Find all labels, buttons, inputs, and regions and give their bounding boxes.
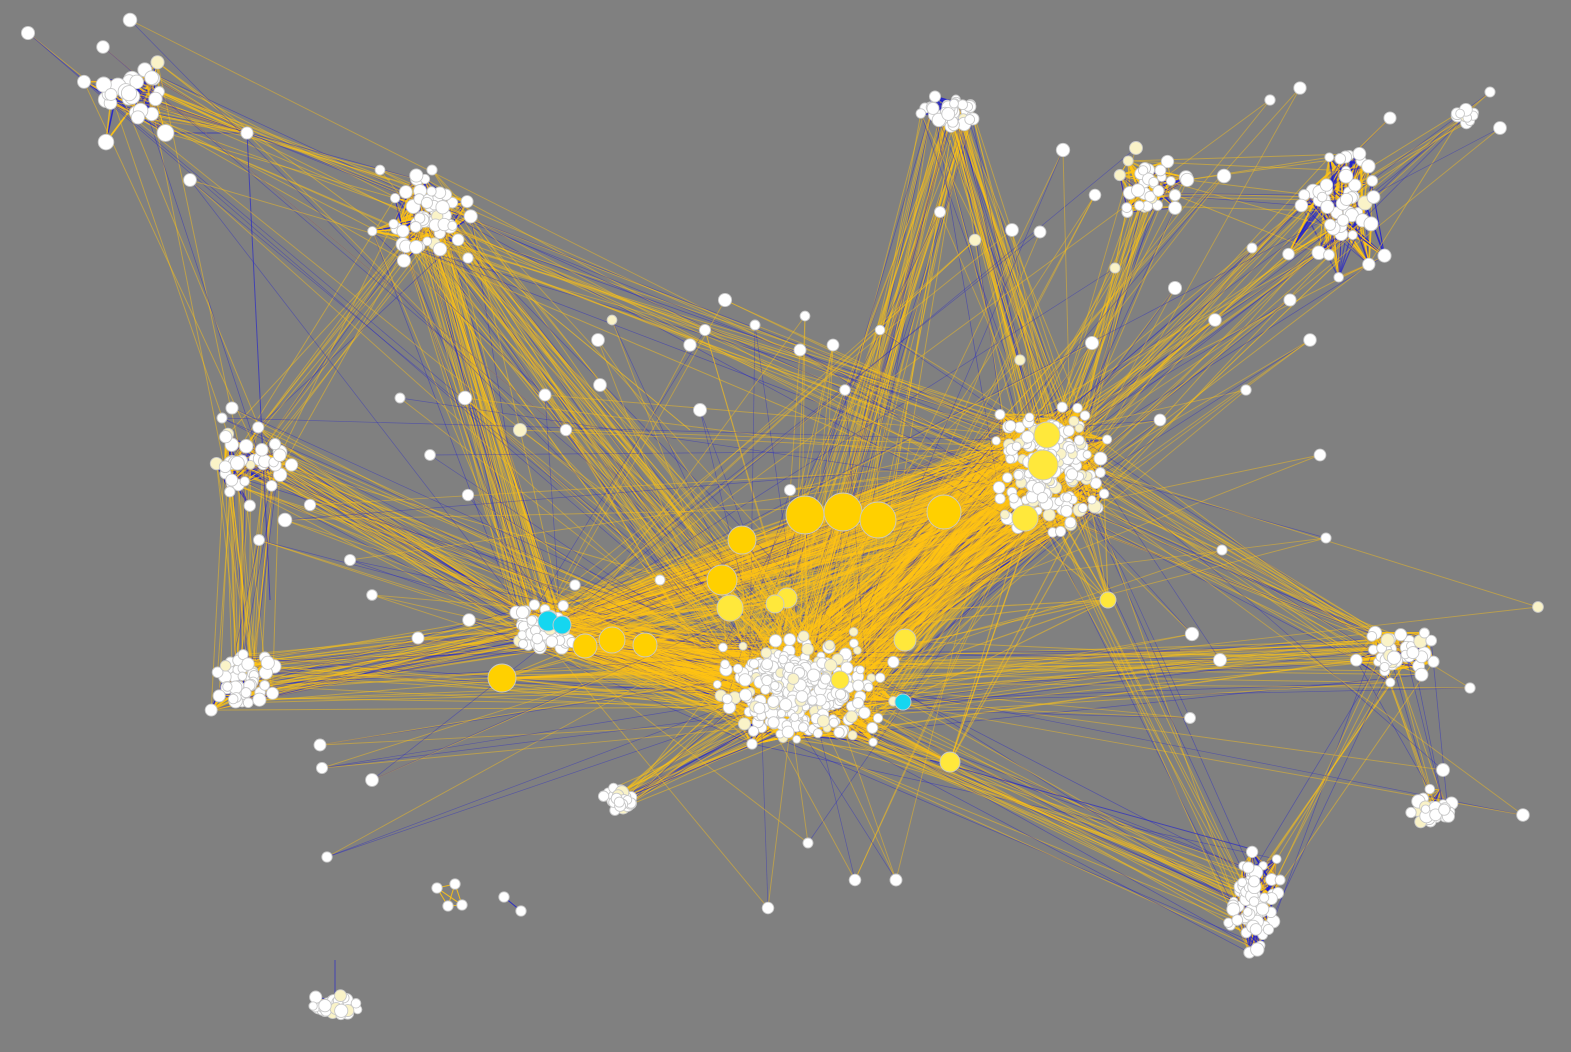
graph-edge	[1288, 227, 1334, 255]
graph-edge	[157, 61, 248, 134]
graph-edge	[125, 91, 248, 134]
graph-edge	[1338, 222, 1363, 278]
graph-edge	[151, 77, 248, 134]
graph-edge	[128, 98, 248, 134]
graph-edge	[158, 91, 248, 134]
graph-edge	[1338, 239, 1341, 278]
graph-edge	[1342, 220, 1385, 257]
graph-edge	[1355, 659, 1391, 683]
graph-edge	[83, 81, 166, 134]
graph-edge	[1288, 239, 1341, 255]
graph-edge	[1332, 228, 1340, 278]
graph-edge	[151, 113, 248, 134]
graph-edge	[137, 116, 248, 134]
graph-edge	[144, 69, 248, 134]
